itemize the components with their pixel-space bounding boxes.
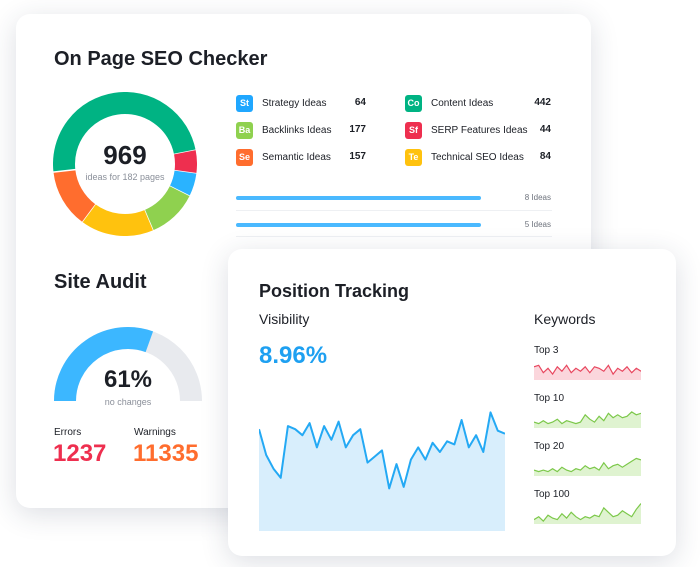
sparkline-line: [534, 457, 641, 473]
visibility-label: Visibility: [259, 311, 310, 327]
sparkline-area: [534, 411, 641, 428]
ideas-bar-2: [236, 223, 481, 227]
ideas-bar-2-label: 5 Ideas: [524, 220, 551, 229]
site-audit-status: no changes: [104, 397, 152, 407]
warnings-label: Warnings: [134, 427, 176, 438]
seo-checker-title: On Page SEO Checker: [54, 48, 268, 70]
warnings-value: 11335: [133, 440, 199, 467]
keyword-sparkline: [534, 457, 641, 476]
keyword-label: Top 100: [534, 489, 570, 500]
idea-label: Backlinks Ideas: [262, 124, 332, 136]
ideas-total: 969: [103, 140, 147, 170]
gauge-fill: [54, 327, 154, 402]
sparkline-area: [534, 365, 641, 380]
idea-item: St Strategy Ideas: [236, 94, 326, 112]
ideas-donut-chart: 969 ideas for 182 pages: [53, 92, 197, 236]
idea-item: Ba Backlinks Ideas: [236, 121, 331, 139]
keyword-label: Top 10: [534, 393, 565, 404]
divider: [236, 210, 552, 211]
sparkline-line: [534, 411, 641, 425]
idea-label: Semantic Ideas: [262, 151, 331, 163]
green-segment: [53, 92, 196, 173]
idea-badge: Sf: [405, 121, 422, 139]
gauge-svg: [54, 327, 202, 402]
yellow-segment: [82, 203, 153, 236]
site-audit-percent: 61%: [103, 366, 153, 393]
site-audit-title: Site Audit: [54, 271, 147, 293]
keyword-label: Top 20: [534, 441, 565, 452]
idea-count: 157: [349, 151, 366, 162]
idea-label: Content Ideas: [431, 97, 494, 109]
site-audit-gauge: [53, 326, 203, 418]
visibility-chart: [259, 411, 505, 531]
sparkline-area: [534, 458, 641, 476]
divider: [236, 236, 552, 237]
lightgreen-segment: [143, 185, 190, 231]
errors-value: 1237: [53, 440, 107, 467]
keyword-sparkline: [534, 364, 641, 380]
position-tracking-card: Position Tracking Visibility 8.96% Keywo…: [228, 249, 676, 556]
idea-badge: St: [236, 94, 253, 112]
idea-count: 64: [354, 97, 366, 108]
idea-count: 442: [534, 97, 551, 108]
idea-badge: Co: [405, 94, 422, 112]
sparkline-line: [534, 364, 641, 376]
idea-badge: Te: [405, 148, 422, 166]
keyword-sparkline: [534, 503, 641, 524]
visibility-line: [259, 411, 505, 490]
donut-svg: [53, 92, 197, 236]
position-tracking-title: Position Tracking: [259, 281, 410, 301]
ideas-subtitle: ideas for 182 pages: [85, 172, 165, 182]
keywords-label: Keywords: [534, 311, 596, 327]
idea-label: Strategy Ideas: [262, 97, 327, 109]
orange-segment: [53, 169, 96, 222]
segment-separator: [53, 168, 77, 173]
idea-count: 177: [349, 124, 366, 135]
idea-badge: Se: [236, 148, 253, 166]
idea-count: 84: [539, 151, 551, 162]
sparkline-area: [534, 503, 641, 524]
keyword-label: Top 3: [534, 345, 559, 356]
idea-label: SERP Features Ideas: [431, 124, 528, 136]
sparkline-line: [534, 503, 641, 522]
ideas-bar-1: [236, 196, 481, 200]
idea-item: Co Content Ideas: [405, 94, 493, 112]
idea-count: 44: [539, 124, 551, 135]
segment-separator: [80, 202, 97, 224]
visibility-area: [259, 412, 505, 531]
idea-item: Se Semantic Ideas: [236, 148, 331, 166]
idea-label: Technical SEO Ideas: [431, 151, 524, 163]
idea-badge: Ba: [236, 121, 253, 139]
visibility-value: 8.96%: [259, 342, 328, 369]
keyword-sparkline: [534, 411, 641, 428]
ideas-bar-1-label: 8 Ideas: [524, 193, 551, 202]
idea-item: Te Technical SEO Ideas: [405, 148, 524, 166]
idea-item: Sf SERP Features Ideas: [405, 121, 528, 139]
errors-label: Errors: [54, 427, 82, 438]
blue-segment: [169, 170, 197, 197]
